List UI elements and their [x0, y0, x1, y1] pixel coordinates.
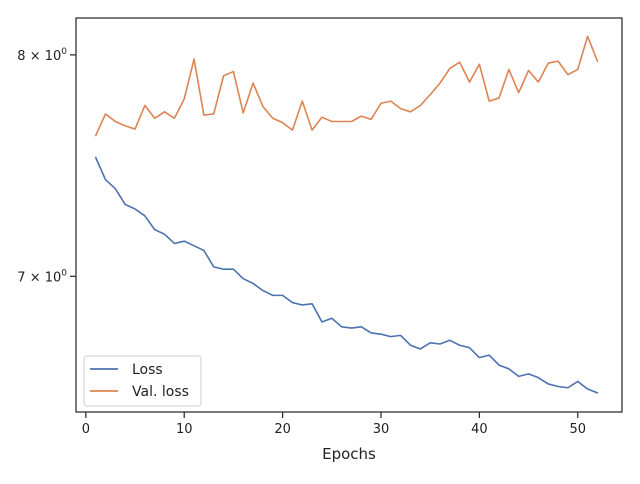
x-tick-label: 0: [82, 422, 90, 437]
y-tick-times: × 10: [26, 270, 62, 285]
series-line-val-loss: [94, 35, 599, 137]
x-axis-ticks: 0 10 20 30 40 50: [82, 412, 586, 437]
x-tick-label: 40: [471, 422, 488, 437]
y-tick-base: 8: [17, 49, 25, 64]
plot-frame: [75, 17, 623, 413]
y-tick-label: 8 × 100: [17, 47, 67, 64]
y-tick-exponent: 0: [61, 47, 67, 57]
x-tick-label: 20: [274, 422, 291, 437]
y-tick-times: × 10: [26, 49, 62, 64]
y-tick-label: 7 × 100: [17, 268, 67, 285]
x-tick-label: 30: [373, 422, 390, 437]
legend-label: Val. loss: [132, 384, 189, 400]
x-tick-label: 10: [176, 422, 193, 437]
y-tick-exponent: 0: [61, 268, 67, 278]
x-tick-label: 50: [569, 422, 586, 437]
legend: Loss Val. loss: [83, 355, 202, 407]
series-lines: [94, 35, 599, 394]
y-tick-base: 7: [17, 270, 25, 285]
series-line-loss: [94, 156, 599, 394]
x-axis-label: Epochs: [322, 445, 376, 463]
legend-label: Loss: [132, 362, 163, 378]
